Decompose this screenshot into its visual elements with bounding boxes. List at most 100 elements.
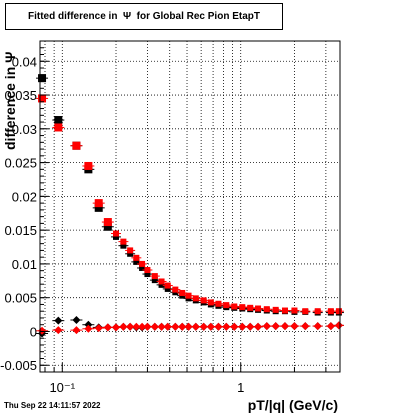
data-point-square xyxy=(54,116,63,125)
data-point-diamond xyxy=(119,322,128,331)
y-tick-label: 0.035 xyxy=(4,88,37,103)
data-point-square xyxy=(133,258,140,265)
y-tick-label: 0.025 xyxy=(4,156,37,171)
data-point-diamond xyxy=(326,322,335,331)
data-point-square xyxy=(144,271,151,278)
y-tick-label: 0.04 xyxy=(12,54,37,69)
data-point-diamond xyxy=(84,324,93,333)
x-tick-label: 10⁻¹ xyxy=(49,380,75,395)
data-point-diamond xyxy=(334,321,343,330)
data-point-diamond xyxy=(171,322,180,331)
data-point-diamond xyxy=(157,322,166,331)
data-point-diamond xyxy=(150,322,159,331)
data-point-square xyxy=(291,307,298,314)
data-point-square xyxy=(103,218,112,227)
data-point-diamond xyxy=(290,322,299,331)
y-tick-label: 0 xyxy=(30,324,37,339)
data-marks xyxy=(36,74,344,338)
data-point-square xyxy=(179,289,186,296)
data-point-square xyxy=(133,254,140,261)
data-point-square xyxy=(164,285,171,292)
data-point-square xyxy=(139,264,146,271)
chart-title: Fitted difference in Ψ for Global Rec Pi… xyxy=(5,3,283,30)
data-point-square xyxy=(164,282,171,289)
data-point-square xyxy=(127,250,134,257)
data-point-square xyxy=(215,300,222,307)
data-point-diamond xyxy=(191,322,200,331)
grid-lines xyxy=(40,41,340,372)
data-point-diamond xyxy=(126,322,135,331)
data-point-diamond xyxy=(103,323,112,332)
timestamp: Thu Sep 22 14:11:57 2022 xyxy=(4,401,101,410)
data-point-square xyxy=(139,260,146,267)
data-point-square xyxy=(335,308,342,315)
data-point-diamond xyxy=(262,322,271,331)
data-point-diamond xyxy=(271,322,280,331)
data-point-square xyxy=(120,238,127,245)
y-tick-label: 0.005 xyxy=(4,291,37,306)
data-point-square xyxy=(239,304,246,311)
data-point-diamond xyxy=(184,322,193,331)
data-point-diamond xyxy=(199,322,208,331)
data-point-diamond xyxy=(230,322,239,331)
data-point-square xyxy=(223,302,230,309)
data-point-diamond xyxy=(280,322,289,331)
data-point-square xyxy=(144,266,151,273)
data-point-square xyxy=(158,281,165,288)
y-tick-label: 0.03 xyxy=(12,122,37,137)
data-point-square xyxy=(255,305,262,312)
data-point-diamond xyxy=(163,322,172,331)
axes: -0.005 0 0.005 0.01 0.015 0.02 0.025 0.03 0.035 0… xyxy=(0,47,327,395)
data-point-square xyxy=(231,303,238,310)
data-point-diamond xyxy=(301,322,310,331)
data-point-square xyxy=(185,292,192,299)
y-tick-label: -0.005 xyxy=(0,358,37,373)
data-point-square xyxy=(281,307,288,314)
data-point-square xyxy=(127,247,134,254)
data-point-diamond xyxy=(246,322,255,331)
data-point-square xyxy=(72,141,81,150)
x-tick-label: 1 xyxy=(237,380,244,395)
data-point-square xyxy=(158,278,165,285)
data-point-square xyxy=(94,203,103,212)
data-point-square xyxy=(327,308,334,315)
data-point-diamond xyxy=(206,322,215,331)
data-point-square xyxy=(172,286,179,293)
data-point-square xyxy=(38,74,47,83)
data-point-diamond xyxy=(72,315,81,324)
data-point-diamond xyxy=(238,322,247,331)
data-point-diamond xyxy=(132,322,141,331)
data-point-diamond xyxy=(178,322,187,331)
data-point-square xyxy=(103,222,112,231)
data-point-square xyxy=(113,230,120,237)
data-point-diamond xyxy=(94,324,103,333)
data-point-square xyxy=(38,94,47,103)
data-point-diamond xyxy=(313,322,322,331)
data-point-diamond xyxy=(54,326,63,335)
data-point-square xyxy=(207,299,214,306)
data-point-diamond xyxy=(143,322,152,331)
data-point-diamond xyxy=(72,326,81,335)
data-point-square xyxy=(54,123,63,132)
data-point-square xyxy=(192,295,199,302)
data-point-square xyxy=(84,161,93,170)
data-point-diamond xyxy=(254,322,263,331)
data-point-square xyxy=(200,297,207,304)
x-axis-label: pT/|q| (GeV/c) xyxy=(247,397,338,413)
data-point-square xyxy=(247,304,254,311)
data-point-square xyxy=(151,277,158,284)
y-tick-label: 0.01 xyxy=(12,257,37,272)
data-point-square xyxy=(314,308,321,315)
data-point-square xyxy=(151,273,158,280)
data-point-diamond xyxy=(222,322,231,331)
data-point-square xyxy=(302,308,309,315)
data-point-diamond xyxy=(84,320,93,329)
data-point-diamond xyxy=(138,322,147,331)
y-axis-label: difference in Ψ xyxy=(2,51,18,150)
y-tick-label: 0.015 xyxy=(4,223,37,238)
data-point-square xyxy=(272,306,279,313)
data-point-square xyxy=(113,233,120,240)
data-point-square xyxy=(94,199,103,208)
data-point-diamond xyxy=(112,323,121,332)
